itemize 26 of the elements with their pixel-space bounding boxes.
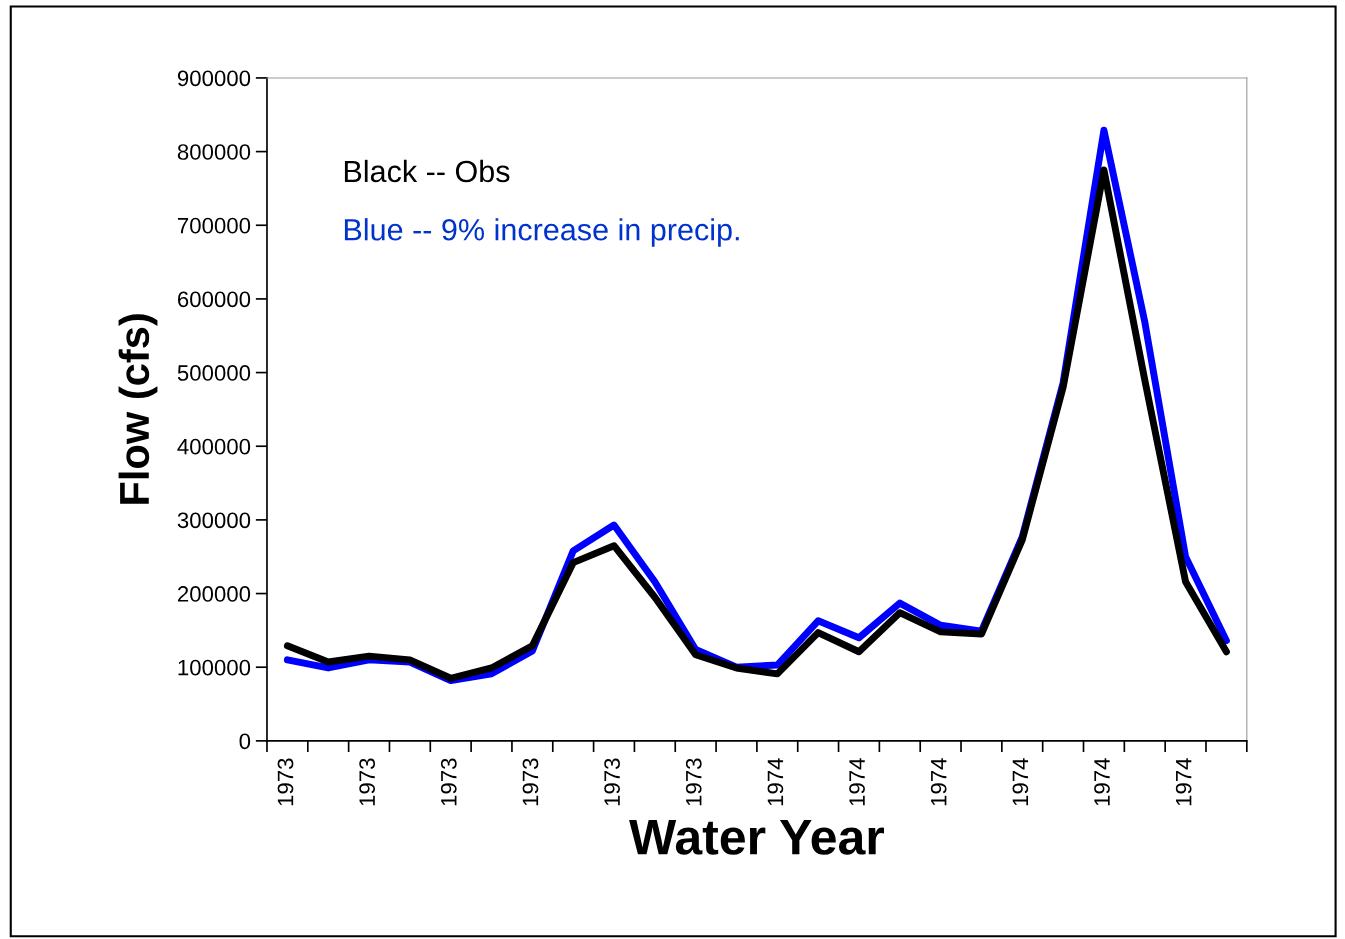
y-tick-label: 900000 <box>177 70 251 87</box>
x-tick-label: 1973 <box>359 758 376 806</box>
x-tick-label: 1973 <box>604 758 620 806</box>
x-tick-label: 1974 <box>930 758 947 806</box>
x-tick-label: 1973 <box>685 758 702 806</box>
annotation: Black -- Obs <box>344 159 510 183</box>
annotation: Blue -- 9% increase in precip. <box>344 218 739 247</box>
y-tick-label: 800000 <box>177 144 251 160</box>
y-tick-label: 500000 <box>177 365 251 381</box>
y-axis-title: Flow (cfs) <box>118 314 158 504</box>
y-tick-label: 200000 <box>177 586 251 602</box>
x-tick-label: 1974 <box>849 758 865 806</box>
x-tick-label: 1973 <box>522 758 539 806</box>
x-axis-title: Water Year <box>629 819 885 855</box>
y-tick-label: 0 <box>239 733 251 750</box>
x-tick-label: 1974 <box>1012 758 1029 806</box>
x-tick-label: 1973 <box>277 758 294 806</box>
x-tick-label: 1973 <box>440 758 457 806</box>
y-tick-label: 300000 <box>177 512 251 529</box>
x-tick-label: 1974 <box>1175 758 1192 806</box>
y-tick-label: 600000 <box>177 291 251 308</box>
x-tick-label: 1974 <box>767 758 784 806</box>
y-tick-label: 400000 <box>177 438 251 455</box>
x-tick-label: 1974 <box>1094 758 1110 806</box>
y-tick-label: 700000 <box>178 217 251 234</box>
y-tick-label: 100000 <box>178 659 251 676</box>
